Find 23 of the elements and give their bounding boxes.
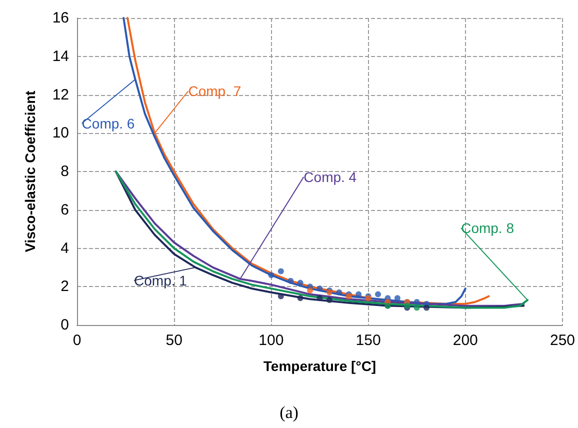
x-axis-title: Temperature [°C] [263, 358, 376, 374]
y-tick-label: 16 [52, 10, 69, 26]
y-axis-title: Visco-elastic Coefficient [22, 90, 38, 252]
text: Comp. 7 [188, 83, 242, 100]
y-tick-label: 4 [60, 240, 69, 257]
y-tick-label: 2 [60, 278, 69, 296]
series-label: Comp. 6 [82, 115, 135, 132]
y-tick-label: 10 [52, 124, 69, 142]
x-tick-label: 0 [72, 332, 82, 349]
text: Comp. 4 [304, 168, 357, 185]
y-tick-label: 8 [60, 163, 69, 180]
y-tick-label: 6 [60, 201, 69, 218]
y-tick-label: 0 [60, 316, 69, 334]
x-tick-label: 200 [452, 332, 478, 349]
series-label: Comp. 1 [134, 272, 188, 288]
x-tick-label: 150 [356, 332, 381, 349]
x-tick-label: 50 [166, 332, 182, 349]
x-tick-label: 100 [258, 332, 284, 349]
y-tick-label: 12 [52, 86, 69, 104]
text: Comp. 8 [461, 220, 514, 236]
x-tick-label: 250 [550, 332, 575, 349]
y-tick-label: 14 [52, 48, 69, 65]
text: (a) [280, 403, 298, 422]
